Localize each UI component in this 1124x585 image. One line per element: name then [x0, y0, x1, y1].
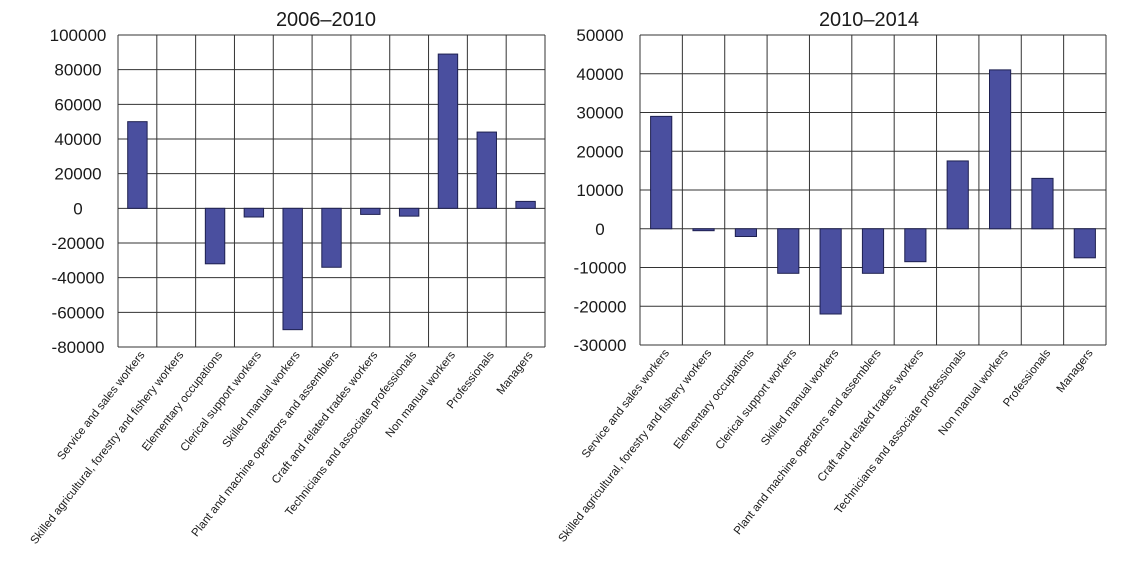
x-tick-label: Skilled agricultural, forestry and fishe… — [29, 349, 187, 546]
bar — [777, 228, 800, 274]
y-tick-label: -80000 — [52, 338, 105, 357]
y-tick-label: -30000 — [574, 336, 627, 355]
bar — [650, 115, 673, 230]
bar — [904, 228, 927, 263]
y-tick-label: -60000 — [52, 303, 105, 322]
bar — [1073, 228, 1096, 259]
bar — [819, 228, 842, 315]
bar — [989, 69, 1012, 230]
y-tick-label: -40000 — [52, 269, 105, 288]
x-tick-label: Clerical support workers — [179, 349, 265, 454]
chart-panel-2006-2010: 2006–2010 100000 80000 60000 40000 20000 0 -20… — [29, 9, 546, 547]
x-tick-label: Managers — [495, 349, 536, 397]
x-tick-label: Managers — [1055, 347, 1096, 395]
bar — [321, 207, 342, 268]
bar — [946, 160, 969, 230]
bar — [243, 207, 265, 218]
bar — [127, 121, 148, 209]
y-tick-label: 10000 — [576, 181, 623, 200]
chart-title: 2006–2010 — [276, 9, 376, 31]
bar — [204, 207, 226, 265]
x-tick-label: Skilled manual workers — [759, 347, 841, 448]
bar — [515, 200, 536, 209]
y-tick-label: -20000 — [52, 234, 105, 253]
bar — [437, 53, 459, 209]
bar — [861, 228, 885, 274]
x-tick-label: Service and sales workers — [580, 347, 672, 460]
plot-area — [118, 35, 545, 347]
y-tick-label: 40000 — [54, 130, 101, 149]
y-tick-label: 30000 — [576, 104, 623, 123]
x-tick-label: Elementary occupations — [140, 349, 225, 453]
y-tick-label: 50000 — [576, 26, 623, 45]
y-tick-label: 20000 — [576, 142, 623, 161]
bar — [398, 207, 420, 217]
x-tick-label: Plant and machine operators and assemble… — [190, 349, 342, 539]
y-tick-label: 0 — [595, 220, 604, 239]
bar — [476, 131, 497, 209]
x-tick-label: Skilled manual workers — [221, 349, 303, 450]
y-tick-label: -20000 — [574, 297, 627, 316]
y-tick-label: 80000 — [54, 61, 101, 80]
bar — [692, 228, 715, 232]
chart-title: 2010–2014 — [819, 9, 919, 31]
x-tick-label: Plant and machine operators and assemble… — [732, 347, 884, 537]
chart-panel-2010-2014: 2010–2014 50000 40000 30000 20000 10000 0 -100… — [557, 9, 1107, 545]
x-tick-label: Non manual workers — [384, 349, 459, 440]
y-tick-label: 60000 — [54, 95, 101, 114]
y-tick-label: 20000 — [54, 165, 101, 184]
bar — [734, 228, 757, 237]
x-tick-label: Clerical support workers — [714, 347, 800, 452]
bar — [282, 207, 303, 331]
bar — [360, 207, 381, 215]
y-tick-label: -10000 — [574, 259, 627, 278]
x-tick-label: Elementary occupations — [672, 347, 757, 451]
x-tick-label: Skilled agricultural, forestry and fishe… — [557, 347, 715, 544]
bar — [1031, 177, 1054, 230]
y-tick-label: 100000 — [50, 26, 107, 45]
y-tick-label: 0 — [73, 199, 82, 218]
y-tick-label: 40000 — [576, 65, 623, 84]
